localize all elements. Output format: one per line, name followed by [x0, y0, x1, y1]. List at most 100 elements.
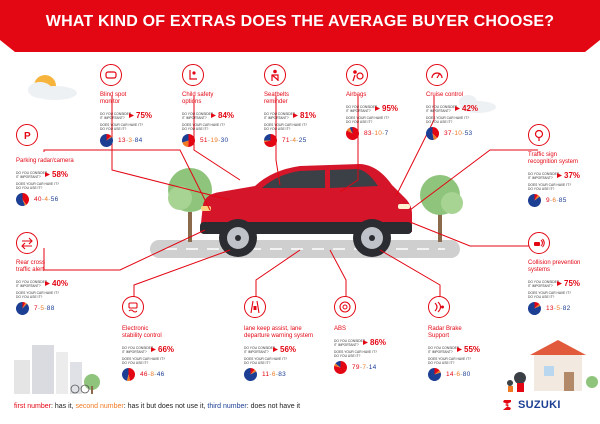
pie-slice-unused: [534, 195, 540, 201]
arrow-right-icon: [151, 347, 156, 352]
pie-slice-not: [16, 193, 25, 206]
speedometer-icon: [426, 64, 448, 86]
question-importance: DO YOU CONSIDER IT IMPORTANT?: [244, 346, 276, 354]
usage-pie-chart: [122, 368, 135, 381]
question-usage: DOES YOUR CAR HAVE IT? DO YOU USE IT?: [528, 291, 571, 299]
pie-slice-has: [22, 302, 26, 309]
pie-slice-has: [432, 127, 439, 138]
arrow-right-icon: [457, 347, 462, 352]
question-importance: DO YOU CONSIDER IT IMPORTANT?: [428, 346, 460, 354]
question-importance: DO YOU CONSIDER IT IMPORTANT?: [122, 346, 154, 354]
pie-slice-unused: [346, 127, 353, 134]
question-importance: DO YOU CONSIDER IT IMPORTANT?: [100, 112, 132, 120]
importance-percent: 95%: [382, 104, 399, 113]
legend-first-label: first number: [14, 403, 51, 410]
pie-slice-not: [264, 134, 271, 141]
usage-pie-chart: [16, 302, 29, 315]
usage-numbers: 14-6-80: [446, 371, 471, 378]
pie-slice-not: [335, 361, 341, 368]
mirror-icon: [100, 64, 122, 86]
question-importance: DO YOU CONSIDER IT IMPORTANT?: [264, 112, 296, 120]
pie-slice-not: [528, 302, 541, 315]
svg-text:P: P: [24, 131, 31, 142]
feature-name: lane keep assist, lane departure warning…: [244, 326, 314, 339]
abs-icon: [334, 296, 356, 318]
question-importance: DO YOU CONSIDER IT IMPORTANT?: [426, 105, 458, 113]
pie-slice-unused: [250, 369, 257, 375]
question-usage: DOES YOUR CAR HAVE IT? DO YOU USE IT?: [528, 183, 571, 191]
question-usage: DOES YOUR CAR HAVE IT? DO YOU USE IT?: [16, 291, 59, 299]
usage-numbers: 79-7-14: [352, 364, 377, 371]
importance-percent: 42%: [462, 104, 479, 113]
usage-pie-chart: [346, 127, 359, 140]
arrow-right-icon: [45, 281, 50, 286]
pie-slice-has: [106, 134, 112, 141]
usage-numbers: 46-8-46: [140, 371, 165, 378]
arrow-right-icon: [211, 113, 216, 118]
arrow-right-icon: [45, 172, 50, 177]
usage-pie-chart: [244, 368, 257, 381]
arrow-right-icon: [273, 347, 278, 352]
feature-name: Traffic sign recognition system: [528, 152, 579, 165]
pie-slice-not: [428, 368, 441, 381]
pie-slice-has: [534, 302, 540, 309]
legend-second-label: second number: [75, 403, 124, 410]
connector-lines: [43, 96, 538, 300]
importance-percent: 86%: [370, 338, 387, 347]
pie-slice-unused: [182, 140, 189, 147]
usage-numbers: 83-10-7: [364, 130, 389, 137]
usage-numbers: 11-6-83: [262, 371, 287, 378]
usage-pie-chart: [426, 127, 439, 140]
pie-slice-not: [122, 368, 129, 381]
usage-numbers: 7-5-88: [34, 305, 55, 312]
usage-numbers: 40-4-56: [34, 196, 59, 203]
arrow-right-icon: [557, 173, 562, 178]
pie-slice-has: [264, 134, 277, 147]
question-usage: DOES YOUR CAR HAVE IT? DO YOU USE IT?: [122, 357, 165, 365]
question-importance: DO YOU CONSIDER IT IMPORTANT?: [334, 339, 366, 347]
question-usage: DOES YOUR CAR HAVE IT? DO YOU USE IT?: [334, 350, 377, 358]
pie-slice-not: [426, 127, 434, 140]
legend-third-text: : does not have it: [246, 403, 301, 410]
feature-name: Cruise control: [426, 92, 464, 98]
importance-percent: 84%: [218, 111, 235, 120]
feature-name: Collision prevention systems: [528, 260, 581, 273]
question-importance: DO YOU CONSIDER IT IMPORTANT?: [16, 280, 48, 288]
pie-slice-unused: [432, 133, 438, 140]
usage-pie-chart: [528, 194, 541, 207]
pie-slice-unused: [22, 199, 27, 206]
suzuki-logo-icon: [503, 400, 511, 410]
feature-name: Blind spot monitor: [100, 92, 127, 105]
pie-slice-not: [349, 127, 353, 134]
arrow-right-icon: [363, 340, 368, 345]
importance-percent: 55%: [464, 345, 481, 354]
importance-percent: 75%: [564, 279, 581, 288]
legend-third-label: third number: [207, 403, 247, 410]
feature-name: Parking radar/camera: [16, 158, 74, 164]
question-usage: DOES YOUR CAR HAVE IT? DO YOU USE IT?: [428, 357, 471, 365]
pie-slice-unused: [334, 363, 341, 368]
usage-pie-chart: [16, 193, 29, 206]
usage-numbers: 9-6-85: [546, 197, 567, 204]
question-usage: DOES YOUR CAR HAVE IT? DO YOU USE IT?: [244, 357, 287, 365]
usage-numbers: 13-3-84: [118, 137, 143, 144]
arrow-right-icon: [129, 113, 134, 118]
question-usage: DOES YOUR CAR HAVE IT? DO YOU USE IT?: [426, 116, 469, 124]
question-importance: DO YOU CONSIDER IT IMPORTANT?: [16, 171, 48, 179]
arrow-right-icon: [375, 106, 380, 111]
importance-percent: 37%: [564, 171, 581, 180]
usage-pie-chart: [334, 361, 347, 374]
importance-percent: 40%: [52, 279, 69, 288]
importance-percent: 75%: [136, 111, 153, 120]
footnote-legend: first number: has it, second number: has…: [14, 403, 300, 410]
question-usage: DOES YOUR CAR HAVE IT? DO YOU USE IT?: [182, 123, 225, 131]
question-importance: DO YOU CONSIDER IT IMPORTANT?: [528, 280, 560, 288]
question-importance: DO YOU CONSIDER IT IMPORTANT?: [346, 105, 378, 113]
seatbelt-icon: [264, 64, 286, 86]
pie-slice-has: [534, 194, 538, 201]
brand-logo-text: SUZUKI: [518, 399, 561, 411]
usage-numbers: 51-19-30: [200, 137, 229, 144]
question-importance: DO YOU CONSIDER IT IMPORTANT?: [528, 172, 560, 180]
pie-slice-has: [128, 368, 135, 381]
